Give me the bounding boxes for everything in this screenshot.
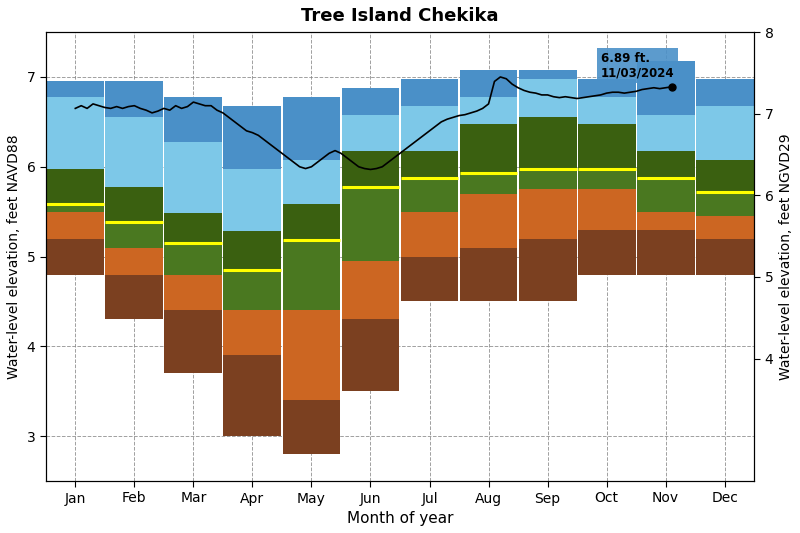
Bar: [223, 168, 282, 231]
Bar: [696, 159, 754, 192]
Text: 6.89 ft.
11/03/2024: 6.89 ft. 11/03/2024: [601, 52, 674, 79]
Bar: [401, 79, 458, 106]
Bar: [106, 117, 163, 187]
Bar: [637, 230, 694, 274]
Bar: [106, 248, 163, 274]
Bar: [46, 96, 104, 168]
Bar: [460, 124, 518, 173]
Bar: [578, 189, 635, 230]
Bar: [637, 177, 694, 212]
Bar: [46, 239, 104, 274]
Bar: [46, 168, 104, 205]
Bar: [342, 151, 399, 187]
Bar: [342, 88, 399, 115]
Bar: [165, 310, 222, 373]
Bar: [460, 248, 518, 302]
Bar: [460, 96, 518, 124]
Bar: [578, 96, 635, 124]
Bar: [282, 96, 340, 159]
Bar: [401, 177, 458, 212]
Bar: [106, 82, 163, 117]
Bar: [106, 274, 163, 319]
Bar: [696, 79, 754, 106]
X-axis label: Month of year: Month of year: [346, 511, 454, 526]
Bar: [518, 189, 577, 239]
Bar: [637, 115, 694, 151]
Bar: [342, 187, 399, 261]
Bar: [282, 400, 340, 454]
Bar: [401, 212, 458, 256]
Bar: [460, 70, 518, 96]
Bar: [165, 96, 222, 142]
Bar: [223, 231, 282, 270]
Bar: [696, 216, 754, 239]
Bar: [637, 151, 694, 177]
Bar: [46, 212, 104, 239]
Bar: [165, 274, 222, 310]
Y-axis label: Water-level elevation, feet NGVD29: Water-level elevation, feet NGVD29: [779, 133, 793, 380]
Bar: [282, 310, 340, 400]
Bar: [401, 256, 458, 302]
Bar: [578, 230, 635, 274]
Bar: [282, 205, 340, 240]
Bar: [637, 61, 694, 115]
Bar: [342, 261, 399, 319]
Bar: [518, 168, 577, 189]
Bar: [46, 205, 104, 212]
Bar: [165, 142, 222, 213]
Bar: [46, 82, 104, 96]
Bar: [460, 173, 518, 193]
Bar: [696, 192, 754, 216]
Bar: [223, 356, 282, 436]
Bar: [165, 243, 222, 274]
Bar: [223, 310, 282, 356]
Bar: [578, 168, 635, 189]
Bar: [578, 124, 635, 168]
Bar: [518, 239, 577, 302]
Bar: [460, 193, 518, 248]
Bar: [401, 151, 458, 177]
Bar: [282, 159, 340, 205]
Bar: [165, 213, 222, 243]
Bar: [282, 240, 340, 310]
Bar: [578, 79, 635, 96]
Y-axis label: Water-level elevation, feet NAVD88: Water-level elevation, feet NAVD88: [7, 134, 21, 379]
Bar: [518, 70, 577, 79]
Bar: [696, 239, 754, 274]
Bar: [696, 106, 754, 159]
Bar: [223, 270, 282, 310]
Title: Tree Island Chekika: Tree Island Chekika: [302, 7, 498, 25]
Bar: [518, 117, 577, 168]
Bar: [342, 115, 399, 151]
Bar: [637, 212, 694, 230]
Bar: [223, 106, 282, 168]
Bar: [106, 222, 163, 248]
Bar: [518, 79, 577, 117]
Bar: [106, 187, 163, 222]
Bar: [342, 319, 399, 391]
Bar: [401, 106, 458, 151]
